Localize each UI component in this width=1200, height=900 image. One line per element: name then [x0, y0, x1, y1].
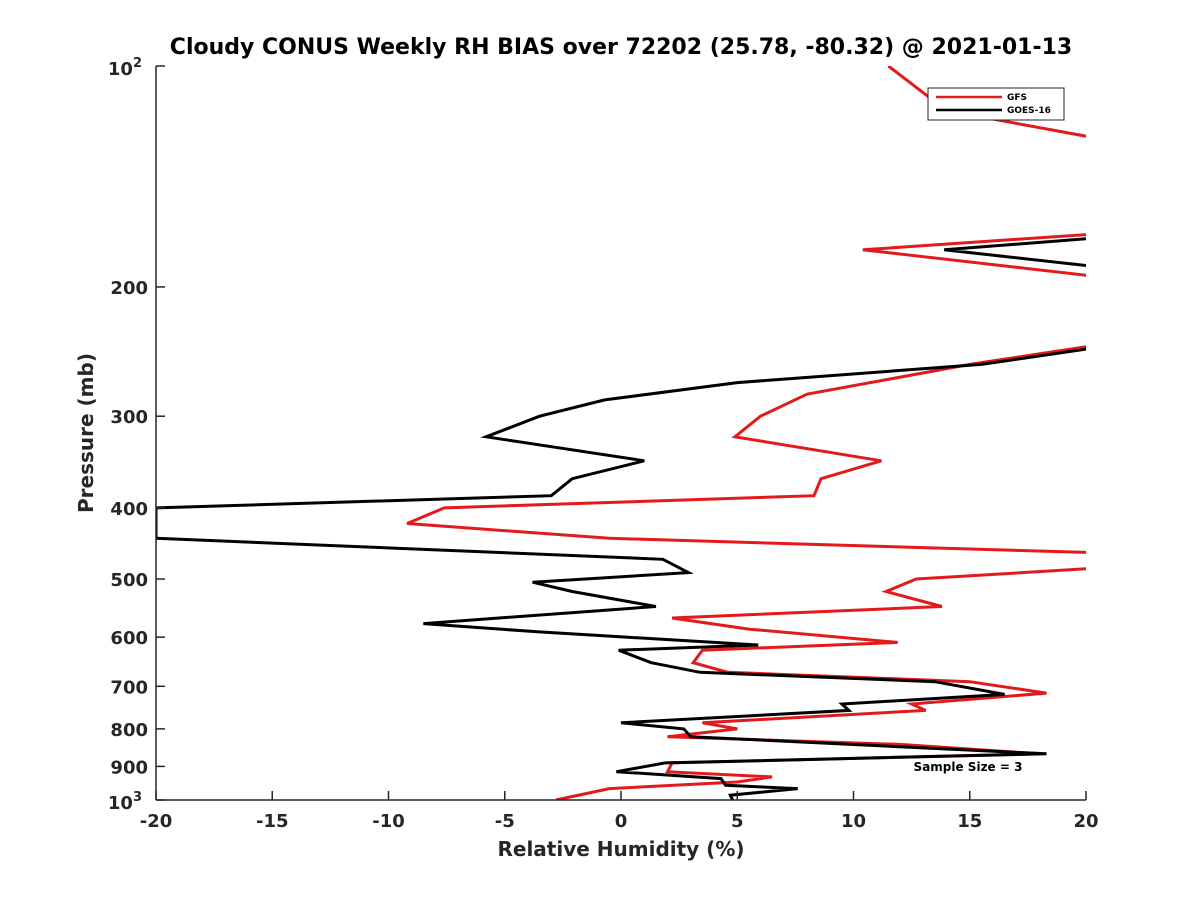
x-tick-label: 0 — [615, 811, 628, 832]
x-tick-label: 10 — [841, 811, 866, 832]
legend-label-goes16: GOES-16 — [1007, 106, 1051, 116]
series-layer — [156, 66, 1086, 800]
legend-label-gfs: GFS — [1007, 93, 1027, 103]
plot-area — [156, 66, 1086, 800]
x-tick-label: -5 — [495, 811, 515, 832]
legend: GFS GOES-16 — [927, 87, 1065, 121]
series-line-goes16 — [156, 237, 1086, 800]
x-tick-label: 15 — [957, 811, 982, 832]
y-tick-label: 300 — [110, 407, 148, 428]
y-tick-label: 200 — [110, 278, 148, 299]
sample-size-annotation: Sample Size = 3 — [914, 760, 1023, 774]
legend-box — [927, 87, 1065, 121]
y-tick-label: 900 — [110, 757, 148, 778]
y-tick-label: 800 — [110, 720, 148, 741]
chart-title: Cloudy CONUS Weekly RH BIAS over 72202 (… — [170, 35, 1072, 60]
x-tick-label: -15 — [256, 811, 289, 832]
y-tick-label: 600 — [110, 628, 148, 649]
y-tick-label: 700 — [110, 677, 148, 698]
x-axis-title: Relative Humidity (%) — [497, 837, 744, 861]
y-tick-label: 400 — [110, 499, 148, 520]
x-tick-label: 20 — [1073, 811, 1098, 832]
x-tick-label: 5 — [731, 811, 744, 832]
x-tick-label: -10 — [372, 811, 405, 832]
y-axis-title: Pressure (mb) — [74, 353, 98, 513]
x-tick-label: -20 — [140, 811, 173, 832]
y-tick-label: 500 — [110, 570, 148, 591]
ticks-layer: -20 -15 -10 -5 0 5 10 15 20102200300400500600700… — [108, 56, 1099, 832]
